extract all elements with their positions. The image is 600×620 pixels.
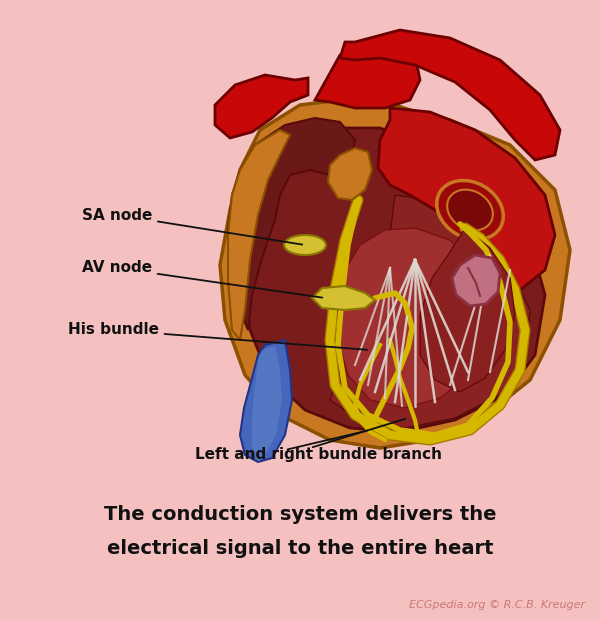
Ellipse shape <box>437 180 503 239</box>
Polygon shape <box>220 100 570 448</box>
Polygon shape <box>252 346 282 462</box>
Polygon shape <box>228 118 355 330</box>
Polygon shape <box>228 130 290 340</box>
Text: AV node: AV node <box>82 260 322 298</box>
Ellipse shape <box>447 190 493 231</box>
Polygon shape <box>378 108 555 290</box>
Text: Left and right bundle branch: Left and right bundle branch <box>195 448 442 463</box>
Text: The conduction system delivers the: The conduction system delivers the <box>104 505 496 525</box>
Polygon shape <box>240 340 292 462</box>
Polygon shape <box>312 286 375 310</box>
Polygon shape <box>338 228 490 408</box>
Text: SA node: SA node <box>82 208 302 244</box>
Polygon shape <box>452 255 500 306</box>
Polygon shape <box>330 195 530 428</box>
Polygon shape <box>215 75 308 138</box>
Polygon shape <box>340 30 560 160</box>
Polygon shape <box>328 148 372 200</box>
Polygon shape <box>420 228 515 392</box>
Text: electrical signal to the entire heart: electrical signal to the entire heart <box>107 539 493 557</box>
Text: His bundle: His bundle <box>68 322 367 350</box>
Polygon shape <box>315 40 420 108</box>
Ellipse shape <box>284 235 326 255</box>
Polygon shape <box>245 128 545 432</box>
Text: ECGpedia.org © R.C.B. Kreuger: ECGpedia.org © R.C.B. Kreuger <box>409 600 585 610</box>
